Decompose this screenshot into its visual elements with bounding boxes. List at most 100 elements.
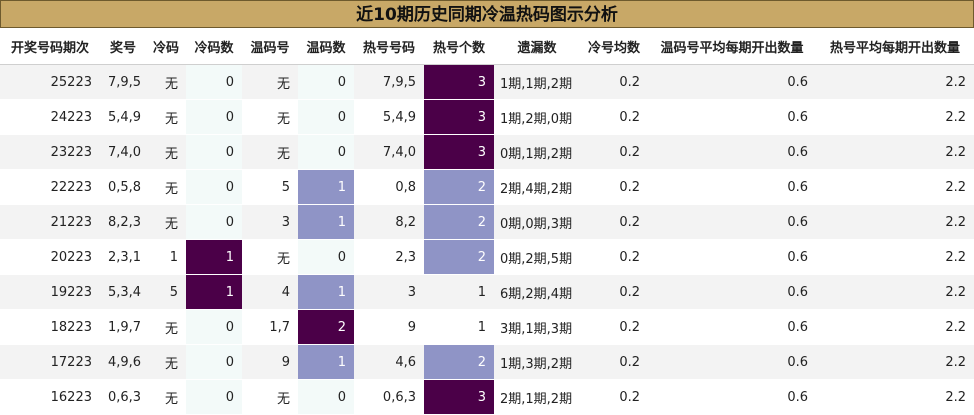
cell-draw-number: 0,6,3 (100, 379, 146, 415)
cell-cold-avg: 0.2 (580, 169, 648, 205)
cell-warm-count: 1 (298, 344, 354, 380)
cell-omission: 0期,0期,3期 (494, 204, 580, 240)
cell-cold-code: 无 (146, 204, 186, 240)
page-title: 近10期历史同期冷温热码图示分析 (0, 0, 974, 28)
cell-warm-avg: 0.6 (648, 239, 816, 275)
cell-hot-avg: 2.2 (816, 64, 974, 100)
cell-warm-avg: 0.6 (648, 134, 816, 170)
cell-warm-code: 1,7 (242, 309, 298, 345)
table-row: 21223 8,2,3 无 0 3 1 8,2 2 0期,0期,3期 0.2 0.6 2.2 (0, 204, 974, 240)
cell-cold-code: 无 (146, 309, 186, 345)
cell-hot-avg: 2.2 (816, 204, 974, 240)
header-draw-number: 奖号 (100, 28, 146, 65)
cell-warm-code: 无 (242, 379, 298, 415)
cell-omission: 0期,2期,5期 (494, 239, 580, 275)
cell-issue: 25223 (0, 64, 100, 100)
cell-issue: 17223 (0, 344, 100, 380)
cell-issue: 20223 (0, 239, 100, 275)
table-row: 16223 0,6,3 无 0 无 0 0,6,3 3 2期,1期,2期 0.2 0.6 2.2 (0, 379, 974, 415)
table-row: 22223 0,5,8 无 0 5 1 0,8 2 2期,4期,2期 0.2 0.6 2.2 (0, 169, 974, 205)
cell-hot-count: 2 (424, 239, 494, 275)
cell-cold-code: 无 (146, 134, 186, 170)
cell-issue: 22223 (0, 169, 100, 205)
cell-hot-code: 0,8 (354, 169, 424, 205)
cell-hot-avg: 2.2 (816, 134, 974, 170)
cell-hot-avg: 2.2 (816, 169, 974, 205)
cell-omission: 1期,2期,0期 (494, 99, 580, 135)
cell-warm-count: 1 (298, 204, 354, 240)
cell-omission: 3期,1期,3期 (494, 309, 580, 345)
cell-cold-count: 1 (186, 239, 242, 275)
cell-hot-code: 0,6,3 (354, 379, 424, 415)
cell-cold-code: 无 (146, 344, 186, 380)
cell-warm-avg: 0.6 (648, 379, 816, 415)
cell-cold-avg: 0.2 (580, 274, 648, 310)
cell-hot-count: 2 (424, 344, 494, 380)
cell-issue: 18223 (0, 309, 100, 345)
cell-issue: 21223 (0, 204, 100, 240)
header-warm-avg: 温码号平均每期开出数量 (648, 28, 816, 65)
header-hot-count: 热号个数 (424, 28, 494, 65)
cell-cold-count: 0 (186, 379, 242, 415)
cell-issue: 19223 (0, 274, 100, 310)
cell-cold-code: 无 (146, 169, 186, 205)
cell-draw-number: 7,9,5 (100, 64, 146, 100)
cell-warm-avg: 0.6 (648, 309, 816, 345)
cell-draw-number: 0,5,8 (100, 169, 146, 205)
table-row: 23223 7,4,0 无 0 无 0 7,4,0 3 0期,1期,2期 0.2 0.6 2.2 (0, 134, 974, 170)
table-row: 18223 1,9,7 无 0 1,7 2 9 1 3期,1期,3期 0.2 0.6 2.2 (0, 309, 974, 345)
cell-hot-code: 8,2 (354, 204, 424, 240)
cell-warm-count: 1 (298, 169, 354, 205)
cell-warm-count: 0 (298, 379, 354, 415)
cell-hot-count: 3 (424, 64, 494, 100)
cell-hot-count: 1 (424, 274, 494, 310)
cell-warm-avg: 0.6 (648, 204, 816, 240)
cell-issue: 16223 (0, 379, 100, 415)
cell-cold-count: 0 (186, 134, 242, 170)
table-body: 25223 7,9,5 无 0 无 0 7,9,5 3 1期,1期,2期 0.2 0.6 2.2 242… (0, 64, 974, 415)
cell-warm-code: 无 (242, 239, 298, 275)
header-row: 开奖号码期次 奖号 冷码 冷码数 温码号 温码数 热号号码 热号个数 遗漏数 冷… (0, 28, 974, 65)
cell-hot-count: 1 (424, 309, 494, 345)
header-warm-code: 温码号 (242, 28, 298, 65)
cell-hot-avg: 2.2 (816, 99, 974, 135)
cell-cold-code: 5 (146, 274, 186, 310)
table-row: 24223 5,4,9 无 0 无 0 5,4,9 3 1期,2期,0期 0.2 0.6 2.2 (0, 99, 974, 135)
cell-cold-avg: 0.2 (580, 99, 648, 135)
cell-cold-count: 0 (186, 309, 242, 345)
cell-hot-avg: 2.2 (816, 344, 974, 380)
cell-omission: 1期,1期,2期 (494, 64, 580, 100)
header-issue: 开奖号码期次 (0, 28, 100, 65)
cell-omission: 2期,4期,2期 (494, 169, 580, 205)
cell-warm-count: 0 (298, 239, 354, 275)
cell-warm-code: 4 (242, 274, 298, 310)
cell-warm-code: 无 (242, 134, 298, 170)
cell-hot-code: 5,4,9 (354, 99, 424, 135)
cell-draw-number: 5,4,9 (100, 99, 146, 135)
cell-warm-code: 9 (242, 344, 298, 380)
cell-hot-code: 7,4,0 (354, 134, 424, 170)
cell-warm-count: 0 (298, 99, 354, 135)
cell-cold-count: 0 (186, 169, 242, 205)
cell-warm-count: 0 (298, 134, 354, 170)
cell-omission: 1期,3期,2期 (494, 344, 580, 380)
cell-hot-count: 3 (424, 379, 494, 415)
cell-hot-avg: 2.2 (816, 274, 974, 310)
cell-warm-code: 3 (242, 204, 298, 240)
cell-cold-avg: 0.2 (580, 204, 648, 240)
cell-omission: 6期,2期,4期 (494, 274, 580, 310)
cell-draw-number: 5,3,4 (100, 274, 146, 310)
cell-cold-count: 0 (186, 64, 242, 100)
header-cold-avg: 冷号均数 (580, 28, 648, 65)
cell-issue: 24223 (0, 99, 100, 135)
cell-warm-avg: 0.6 (648, 64, 816, 100)
cell-cold-avg: 0.2 (580, 309, 648, 345)
cell-cold-avg: 0.2 (580, 64, 648, 100)
cell-hot-code: 4,6 (354, 344, 424, 380)
header-omission: 遗漏数 (494, 28, 580, 65)
cell-cold-avg: 0.2 (580, 239, 648, 275)
table-row: 25223 7,9,5 无 0 无 0 7,9,5 3 1期,1期,2期 0.2 0.6 2.2 (0, 64, 974, 100)
header-cold-code: 冷码 (146, 28, 186, 65)
cell-draw-number: 1,9,7 (100, 309, 146, 345)
cell-cold-count: 0 (186, 344, 242, 380)
